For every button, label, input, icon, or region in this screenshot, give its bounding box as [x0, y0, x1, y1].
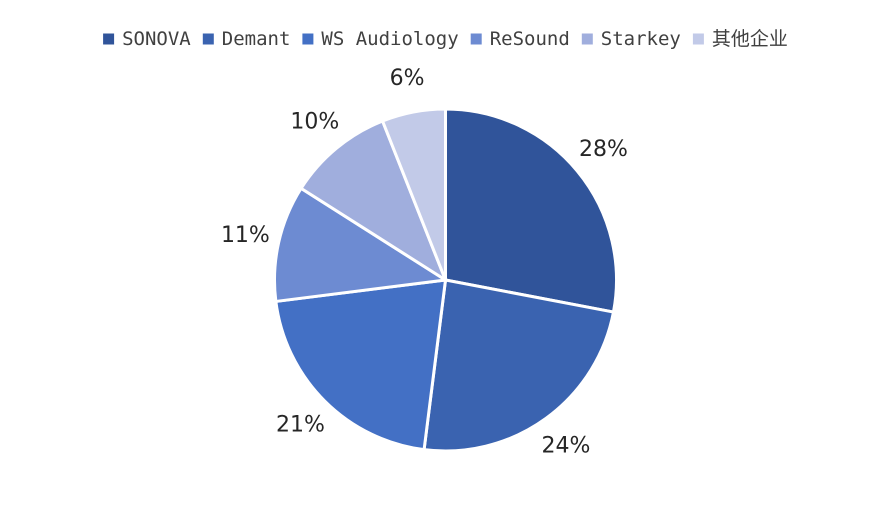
data-label-ws-audiology: 21% — [276, 413, 325, 438]
legend-swatch — [202, 33, 214, 45]
legend-label: WS Audiology — [321, 28, 458, 50]
data-label-sonova: 28% — [579, 137, 628, 162]
legend: SONOVA Demant WS Audiology ReSound Starkey 其他… — [103, 28, 788, 50]
pie-slice-demant — [422, 278, 615, 453]
legend-label: Starkey — [601, 28, 681, 50]
legend-swatch — [581, 33, 593, 45]
pie-slice-starkey — [299, 119, 447, 282]
legend-item-sonova: SONOVA — [103, 28, 191, 50]
legend-item-ws-audiology: WS Audiology — [302, 28, 459, 50]
pie-slice-resound — [273, 186, 447, 303]
legend-swatch — [103, 33, 115, 45]
legend-item-resound: ReSound — [470, 28, 570, 50]
pie-slice-ws-audiology — [274, 278, 447, 452]
data-label-resound: 11% — [221, 223, 270, 248]
pie-slice-item-5 — [381, 107, 447, 282]
data-label-item-5: 6% — [390, 66, 425, 91]
legend-swatch — [302, 33, 314, 45]
legend-label: ReSound — [490, 28, 570, 50]
legend-swatch — [692, 33, 704, 45]
data-labels: 28% 24% 21% 11% 10% 6% — [221, 66, 628, 458]
legend-label: Demant — [222, 28, 291, 50]
legend-label: SONOVA — [122, 28, 191, 50]
legend-item-starkey: Starkey — [581, 28, 681, 50]
pie-slice-sonova — [444, 107, 618, 314]
legend-item-demant: Demant — [202, 28, 291, 50]
data-label-starkey: 10% — [290, 110, 339, 135]
legend-swatch — [470, 33, 482, 45]
legend-item-item-5: 其他企业 — [692, 28, 788, 50]
pie-slices — [273, 107, 618, 453]
data-label-demant: 24% — [542, 433, 591, 458]
legend-label: 其他企业 — [712, 28, 788, 50]
